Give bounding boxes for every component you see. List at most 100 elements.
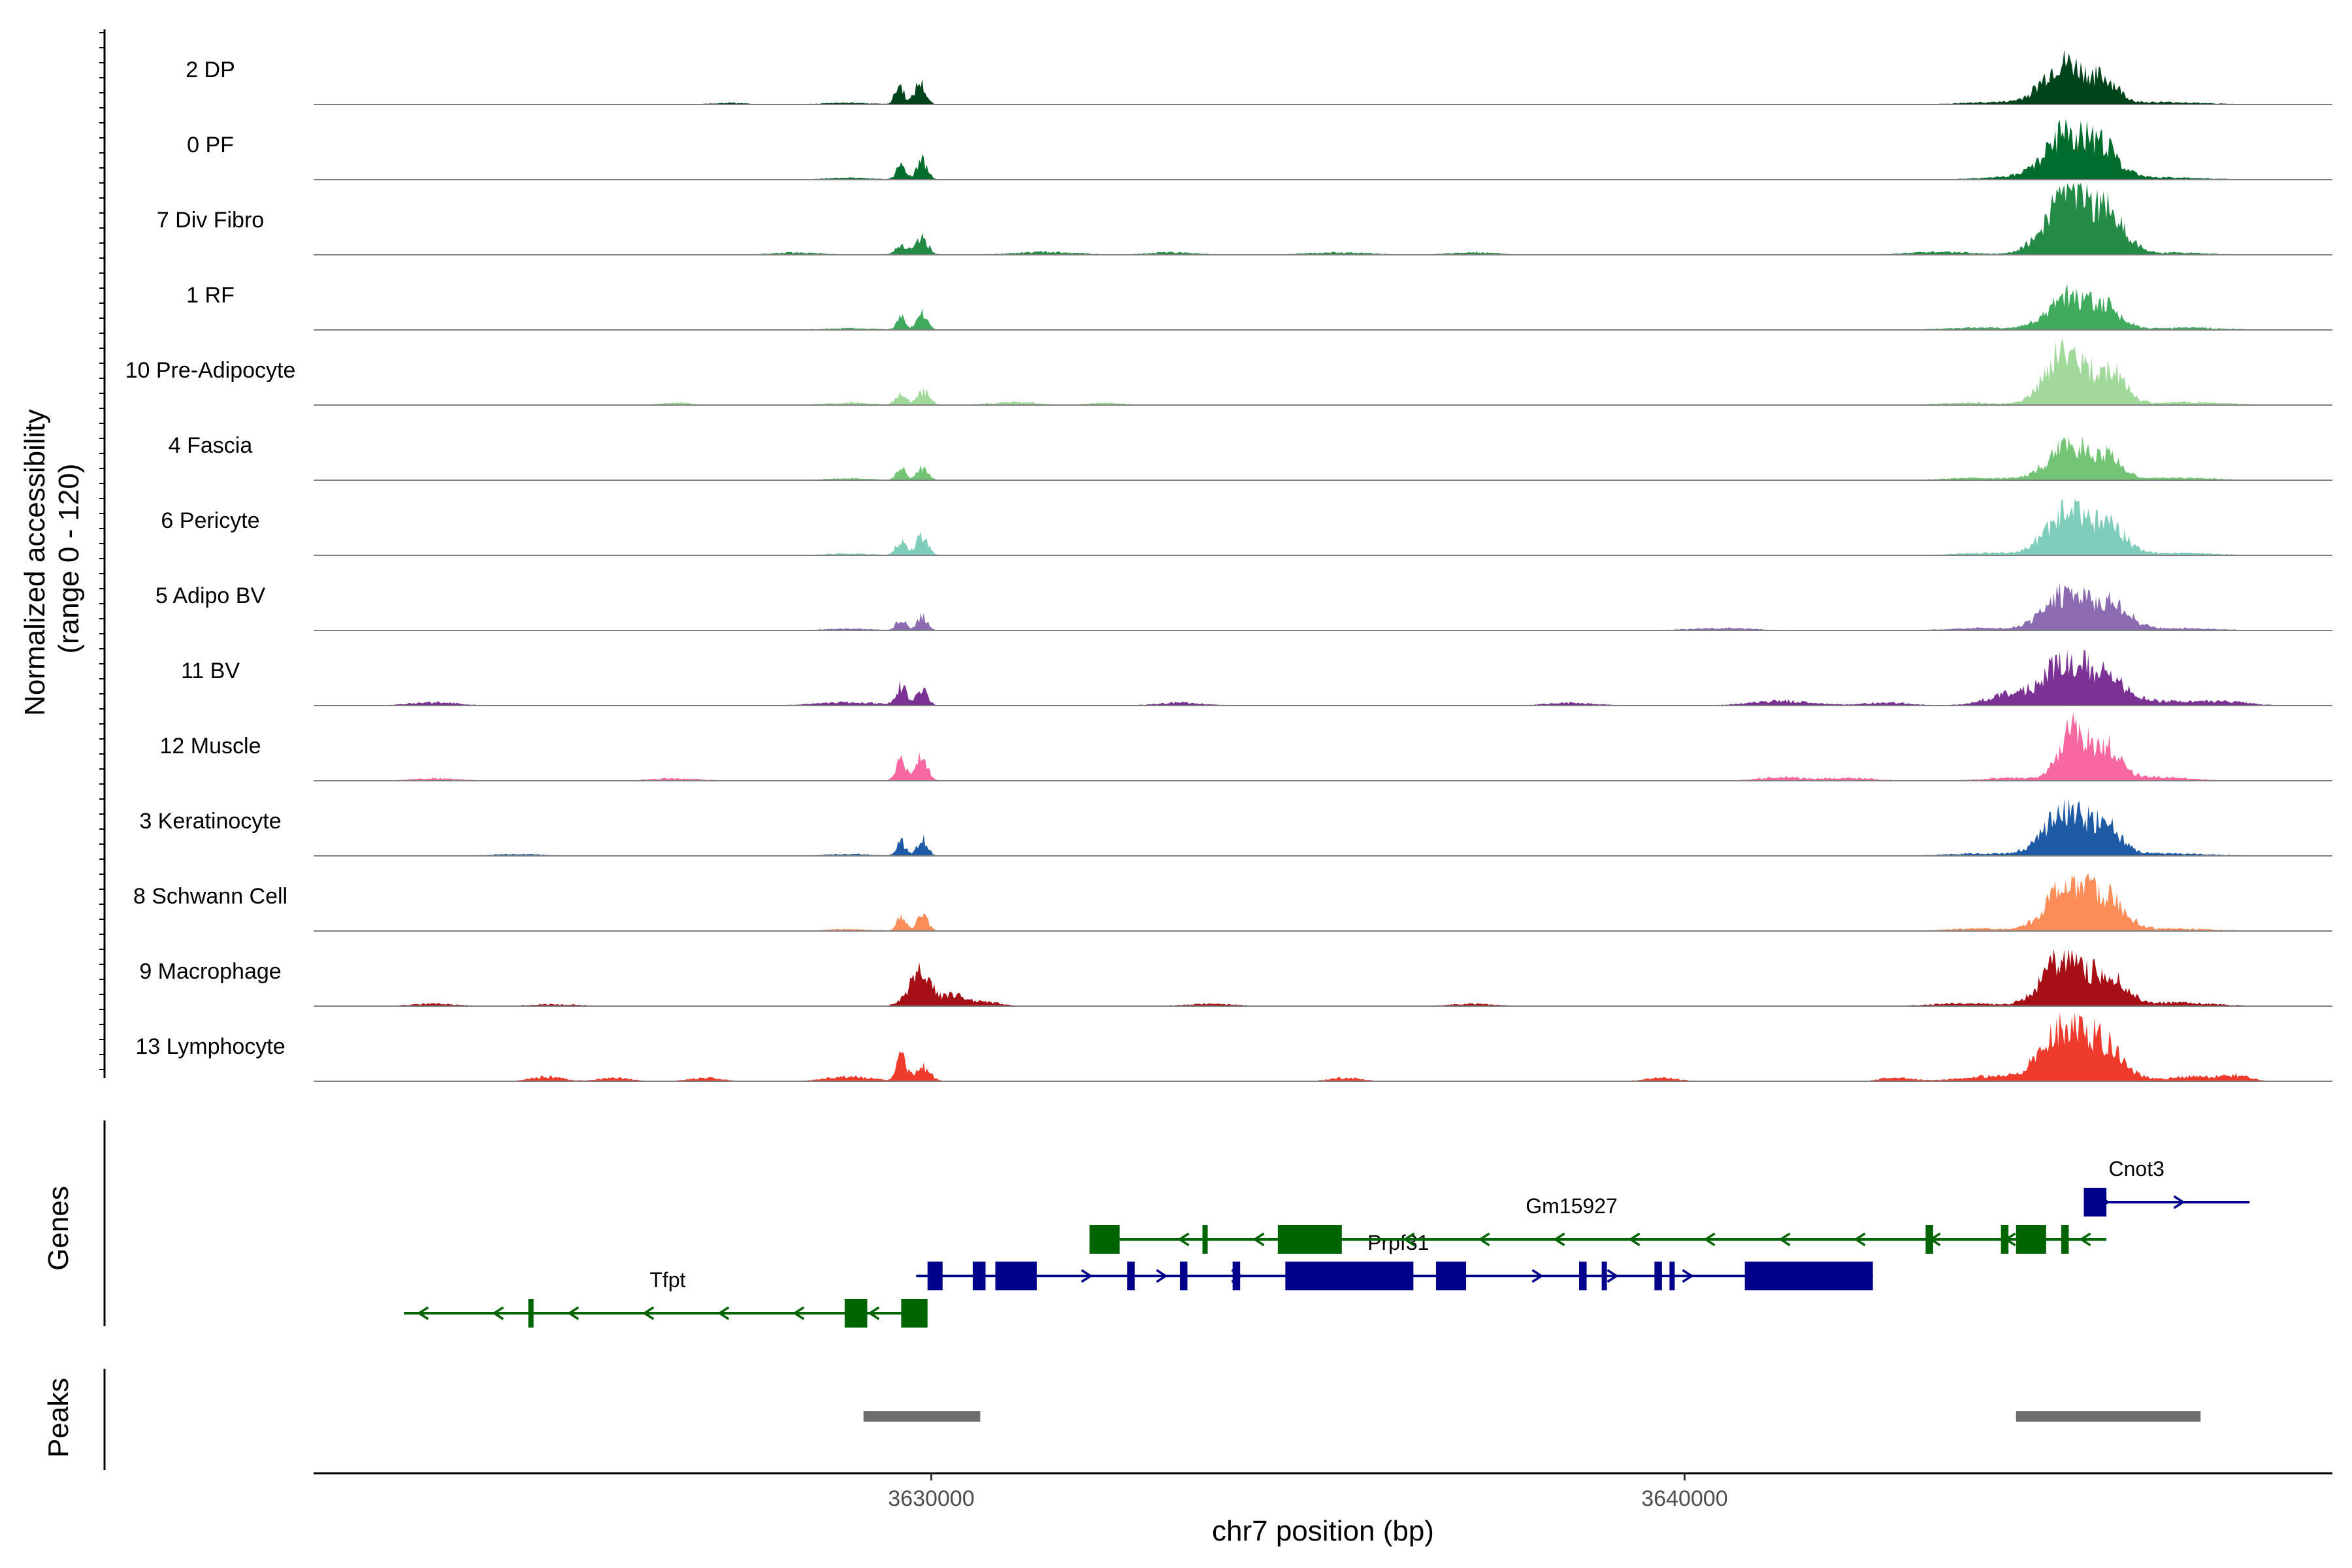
strand-arrow bbox=[642, 1306, 655, 1320]
exon bbox=[528, 1299, 534, 1328]
track-label: 9 Macrophage bbox=[139, 959, 281, 984]
track-label: 11 BV bbox=[181, 659, 240, 683]
gene-track: Tfpt Prpf31 Gm15927 Cnot3 bbox=[404, 1157, 2250, 1328]
track-label: 6 Pericyte bbox=[161, 508, 259, 533]
coverage-area bbox=[314, 1012, 2332, 1081]
track: 7 Div Fibro bbox=[157, 183, 2332, 255]
track-label: 10 Pre-Adipocyte bbox=[125, 358, 296, 383]
peak-region bbox=[2016, 1411, 2201, 1422]
strand-arrow bbox=[567, 1306, 580, 1320]
gene: Cnot3 bbox=[2083, 1157, 2250, 1217]
exon bbox=[1089, 1225, 1120, 1254]
strand-arrow bbox=[1682, 1269, 1694, 1283]
peak-track bbox=[863, 1411, 2201, 1422]
strand-arrow bbox=[868, 1306, 880, 1320]
exon bbox=[995, 1262, 1037, 1290]
gene-label: Gm15927 bbox=[1526, 1194, 1618, 1218]
exon bbox=[844, 1299, 868, 1328]
exon bbox=[1925, 1225, 1933, 1254]
track-label: 0 PF bbox=[187, 133, 234, 157]
track-label: 1 RF bbox=[186, 283, 235, 308]
track: 1 RF bbox=[186, 283, 2332, 331]
exon bbox=[2001, 1225, 2009, 1254]
exon bbox=[2016, 1225, 2046, 1254]
gene: Tfpt bbox=[404, 1268, 928, 1328]
gene-label: Cnot3 bbox=[2109, 1157, 2164, 1181]
exon bbox=[972, 1262, 986, 1290]
strand-arrow bbox=[1778, 1232, 1791, 1247]
coverage-area bbox=[314, 798, 2332, 856]
track: 13 Lymphocyte bbox=[135, 1012, 2332, 1082]
exon bbox=[1669, 1262, 1675, 1290]
coverage-area bbox=[314, 582, 2332, 630]
x-tick-label: 3640000 bbox=[1641, 1486, 1727, 1511]
coverage-area bbox=[314, 873, 2332, 931]
track-label: 12 Muscle bbox=[160, 734, 261, 759]
coverage-area bbox=[314, 49, 2332, 105]
track: 6 Pericyte bbox=[161, 498, 2332, 556]
coverage-area bbox=[314, 712, 2332, 781]
exon bbox=[2083, 1188, 2107, 1217]
strand-arrow bbox=[1252, 1232, 1265, 1247]
exon bbox=[901, 1299, 928, 1328]
coverage-tracks: 2 DP 0 PF 7 Div Fibro 1 RF 10 Pre-Adipocyte 4… bbox=[125, 49, 2332, 1082]
coverage-area bbox=[314, 649, 2332, 706]
exon bbox=[1232, 1262, 1241, 1290]
exon bbox=[927, 1262, 943, 1290]
strand-arrow bbox=[492, 1306, 504, 1320]
track-label: 7 Div Fibro bbox=[157, 208, 264, 233]
exon bbox=[1744, 1262, 1873, 1290]
track-label: 2 DP bbox=[186, 57, 235, 82]
track-label: 3 Keratinocyte bbox=[139, 809, 281, 834]
coverage-area bbox=[314, 284, 2332, 330]
gene-label: Prpf31 bbox=[1367, 1231, 1429, 1254]
strand-arrow bbox=[1403, 1232, 1415, 1247]
track: 3 Keratinocyte bbox=[139, 798, 2332, 857]
exon bbox=[1127, 1262, 1135, 1290]
track: 10 Pre-Adipocyte bbox=[125, 338, 2332, 406]
strand-arrow bbox=[2079, 1232, 2091, 1247]
x-axis-ticks: 3630000 3640000 bbox=[888, 1473, 1728, 1511]
coverage-area bbox=[314, 498, 2332, 555]
gene: Prpf31 bbox=[916, 1231, 1873, 1290]
strand-arrow bbox=[1628, 1232, 1641, 1247]
strand-arrow bbox=[792, 1306, 805, 1320]
track-label: 8 Schwann Cell bbox=[133, 884, 287, 909]
strand-arrow bbox=[1531, 1269, 1544, 1283]
strand-arrow bbox=[1478, 1232, 1490, 1247]
gene: Gm15927 bbox=[1089, 1194, 2107, 1254]
strand-arrow bbox=[417, 1306, 429, 1320]
track: 2 DP bbox=[186, 49, 2332, 105]
strand-arrow bbox=[1607, 1269, 1619, 1283]
strand-arrow bbox=[1703, 1232, 1716, 1247]
exon bbox=[1654, 1262, 1662, 1290]
strand-arrow bbox=[1081, 1269, 1093, 1283]
track-label: 5 Adipo BV bbox=[155, 583, 266, 608]
strand-arrow bbox=[1156, 1269, 1168, 1283]
peaks-panel-title: Peaks bbox=[42, 1378, 74, 1458]
exon bbox=[1285, 1262, 1414, 1290]
peak-region bbox=[863, 1411, 981, 1422]
strand-arrow bbox=[2173, 1195, 2185, 1209]
track: 0 PF bbox=[187, 119, 2332, 180]
coverage-area bbox=[314, 183, 2332, 255]
x-tick-label: 3630000 bbox=[888, 1486, 974, 1511]
exon bbox=[1579, 1262, 1587, 1290]
genes-panel-title: Genes bbox=[42, 1186, 74, 1271]
strand-arrow bbox=[1553, 1232, 1565, 1247]
exon bbox=[2061, 1225, 2069, 1254]
coverage-area bbox=[314, 119, 2332, 180]
track: 9 Macrophage bbox=[139, 949, 2332, 1007]
y-axis-title: Normalized accessibility (range 0 - 120) bbox=[19, 401, 85, 716]
track-label: 4 Fascia bbox=[169, 433, 253, 458]
coverage-area bbox=[314, 949, 2332, 1006]
gene-label: Tfpt bbox=[649, 1268, 685, 1292]
track-label: 13 Lymphocyte bbox=[135, 1034, 285, 1059]
y-axis-ticks bbox=[99, 32, 105, 1070]
track: 5 Adipo BV bbox=[155, 582, 2332, 631]
track: 4 Fascia bbox=[169, 433, 2332, 481]
exon bbox=[1179, 1262, 1188, 1290]
strand-arrow bbox=[1177, 1232, 1190, 1247]
coverage-area bbox=[314, 338, 2332, 405]
coverage-area bbox=[314, 436, 2332, 480]
